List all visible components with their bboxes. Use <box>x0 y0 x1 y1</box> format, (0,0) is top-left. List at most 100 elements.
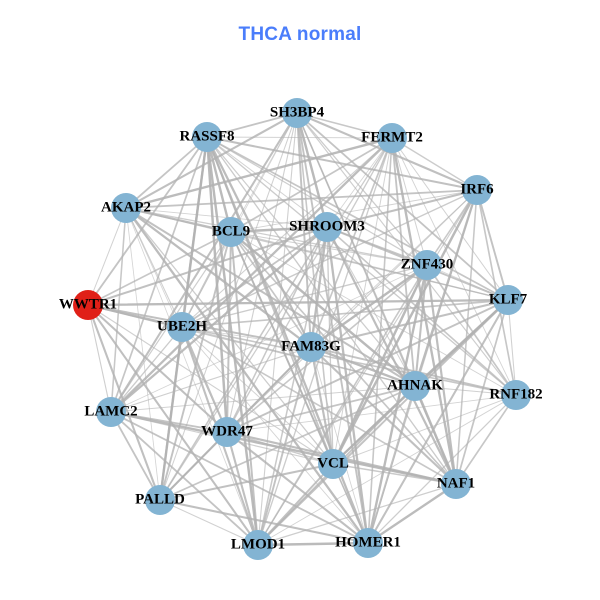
graph-edge <box>205 135 479 192</box>
graph-edge <box>296 112 393 139</box>
graph-edge <box>206 136 517 396</box>
graph-edge <box>296 112 428 266</box>
graph-edge <box>181 137 393 328</box>
graph-edge <box>86 298 510 307</box>
graph-edge <box>158 498 370 545</box>
graph-edge <box>181 264 428 328</box>
graph-node-znf430[interactable] <box>412 250 442 280</box>
graph-node-fermt2[interactable] <box>377 123 407 153</box>
graph-edge <box>226 385 416 433</box>
graph-edge <box>110 411 161 501</box>
graph-edge <box>206 136 457 485</box>
graph-edge <box>226 394 517 433</box>
graph-edge <box>426 264 517 396</box>
graph-node-fam83g[interactable] <box>296 332 326 362</box>
graph-edge <box>206 136 393 139</box>
graph-edge <box>225 430 370 545</box>
graph-edge <box>326 137 393 228</box>
graph-edge <box>391 137 509 301</box>
graph-edge <box>455 394 517 485</box>
graph-edge <box>158 325 184 502</box>
graph-edge <box>124 206 417 388</box>
graph-edge <box>367 385 416 544</box>
graph-edge <box>125 207 328 228</box>
graph-node-rnf182[interactable] <box>501 380 531 410</box>
graph-edge <box>296 112 369 544</box>
graph-edge <box>110 411 259 546</box>
graph-edge <box>507 299 517 396</box>
graph-edge <box>87 304 334 465</box>
graph-node-klf7[interactable] <box>493 285 523 315</box>
graph-edge <box>110 346 312 413</box>
graph-node-wdr47[interactable] <box>212 417 242 447</box>
graph-edge <box>226 189 478 433</box>
graph-edge <box>331 263 429 466</box>
graph-edge <box>229 230 417 388</box>
graph-node-ube2h[interactable] <box>167 312 197 342</box>
graph-node-naf1[interactable] <box>441 469 471 499</box>
graph-edge <box>181 231 232 328</box>
graph-edge <box>476 189 509 301</box>
graph-edge <box>125 189 478 209</box>
graph-node-sh3bp4[interactable] <box>282 98 312 128</box>
graph-edge <box>309 263 429 349</box>
graph-edge <box>295 111 329 229</box>
graph-edge <box>257 264 428 546</box>
graph-edge <box>180 325 229 434</box>
graph-edge <box>87 304 312 348</box>
graph-edge <box>391 137 478 191</box>
graph-edge <box>225 430 260 547</box>
graph-node-palld[interactable] <box>145 485 175 515</box>
graph-edge <box>226 431 334 465</box>
graph-edge <box>181 226 328 328</box>
graph-edge <box>110 385 416 413</box>
graph-edge <box>257 463 334 546</box>
graph-edge <box>206 112 298 138</box>
graph-edge <box>206 136 428 266</box>
graph-node-lamc2[interactable] <box>96 397 126 427</box>
graph-edge <box>124 111 299 210</box>
graph-edge <box>256 541 370 547</box>
graph-edge <box>230 231 259 546</box>
graph-node-bcl9[interactable] <box>216 217 246 247</box>
graph-edge <box>309 225 329 349</box>
graph-edge <box>125 207 428 266</box>
graph-node-ahnak[interactable] <box>400 371 430 401</box>
graph-edge <box>181 326 334 465</box>
graph-edge <box>230 231 312 348</box>
graph-node-lmod1[interactable] <box>243 530 273 560</box>
graph-node-irf6[interactable] <box>462 175 492 205</box>
graph-edge <box>413 263 429 388</box>
graph-edge <box>109 136 394 414</box>
graph-edge <box>181 326 369 544</box>
graph-edge <box>159 499 259 546</box>
graph-edge <box>110 136 208 413</box>
graph-edge <box>181 326 416 387</box>
graph-edge <box>310 346 369 544</box>
graph-edge <box>366 298 510 545</box>
graph-edge <box>309 345 417 388</box>
graph-edge <box>325 188 479 229</box>
graph-edge <box>366 482 458 545</box>
graph-edge <box>181 326 312 348</box>
graph-edge <box>226 264 428 433</box>
graph-node-homer1[interactable] <box>353 528 383 558</box>
graph-edge <box>310 137 393 348</box>
graph-edge <box>87 207 127 306</box>
graph-node-wwtr1[interactable] <box>73 290 103 320</box>
graph-node-rassf8[interactable] <box>192 122 222 152</box>
graph-node-vcl[interactable] <box>318 449 348 479</box>
graph-edge <box>332 463 457 485</box>
graph-edge <box>124 136 394 210</box>
graph-node-shroom3[interactable] <box>312 212 342 242</box>
graph-edge <box>109 225 329 414</box>
graph-edge <box>181 299 509 328</box>
graph-edge <box>309 345 335 466</box>
graph-edge <box>159 463 334 501</box>
graph-edge <box>325 225 370 545</box>
graph-node-akap2[interactable] <box>111 193 141 223</box>
graph-edge <box>296 112 509 301</box>
graph-edge <box>125 136 208 209</box>
graph-edge <box>326 226 416 387</box>
